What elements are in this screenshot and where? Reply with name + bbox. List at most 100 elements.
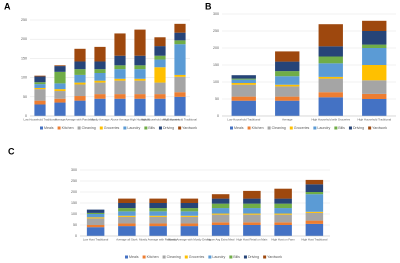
bar-segment — [274, 188, 292, 199]
bar-segment — [94, 46, 106, 62]
bar-segment — [94, 72, 106, 81]
legend-swatch — [162, 255, 166, 259]
legend-label: Cleaning — [82, 126, 96, 130]
bar-segment — [134, 55, 146, 66]
bar-segment — [274, 222, 292, 225]
bar-segment — [180, 203, 199, 209]
x-tick-label: High Household with Groceries — [311, 118, 350, 122]
bar-segment — [231, 83, 256, 85]
legend-swatch — [313, 126, 317, 130]
legend-label: Groceries — [294, 126, 310, 130]
bar-segment — [34, 100, 46, 105]
bar-segment — [54, 98, 66, 103]
bar-segment — [243, 213, 261, 215]
x-tick-label: Average with Pandemic — [65, 118, 95, 122]
bar-segment — [86, 209, 105, 213]
y-tick-label: 200 — [71, 190, 77, 194]
bar-segment — [34, 82, 46, 85]
legend-label: Bills — [233, 255, 240, 259]
bar-segment — [118, 198, 136, 203]
x-tick-label: Average all Stork — [116, 238, 138, 242]
bar-segment — [114, 94, 126, 99]
bar-segment — [275, 86, 300, 97]
x-tick-label: Low Host Traditional — [83, 238, 109, 242]
bar-segment — [54, 83, 66, 90]
legend-label: Kitchen — [252, 126, 264, 130]
bar-segment — [275, 96, 300, 101]
bar-segment — [274, 225, 292, 236]
legend-swatch — [57, 126, 61, 130]
bar-segment — [211, 225, 230, 236]
bar-segment — [318, 63, 343, 77]
legend-swatch — [267, 126, 271, 130]
bar-segment — [34, 87, 46, 90]
bar-segment — [74, 100, 86, 116]
bar-segment — [134, 65, 146, 70]
y-tick-label: 150 — [213, 63, 219, 67]
bar-segment — [118, 226, 136, 236]
bar-segment — [94, 80, 106, 83]
y-tick-label: 100 — [213, 80, 219, 84]
legend-label: Cleaning — [167, 255, 181, 259]
bar-segment — [180, 215, 199, 217]
panel-label: C — [8, 146, 15, 156]
bar-segment — [318, 24, 343, 47]
legend-label: Yardwork — [372, 126, 387, 130]
bar-segment — [154, 59, 166, 68]
bar-segment — [54, 66, 66, 72]
y-tick-label: 0 — [25, 114, 27, 118]
legend-label: Meals — [44, 126, 54, 130]
x-tick-label: Mostly Average with Mostly Driving — [168, 238, 212, 242]
bar-segment — [275, 100, 300, 116]
bar-segment — [231, 100, 256, 116]
bar-segment — [174, 76, 186, 93]
bar-segment — [114, 69, 126, 79]
bar-segment — [305, 212, 324, 221]
bar-segment — [114, 65, 126, 70]
legend-label: Yardwork — [182, 126, 197, 130]
bar-segment — [243, 225, 261, 236]
bar-segment — [86, 214, 105, 218]
legend-swatch — [230, 126, 233, 130]
bar-segment — [149, 211, 167, 216]
bar-segment — [362, 20, 387, 31]
bar-segment — [74, 61, 86, 70]
legend-label: Laundry — [127, 126, 140, 130]
y-tick-label: 250 — [213, 29, 219, 33]
bar-segment — [362, 44, 387, 48]
bar-segment — [54, 102, 66, 116]
legend-swatch — [144, 126, 148, 130]
bar-segment — [318, 97, 343, 116]
legend-swatch — [289, 126, 293, 130]
y-tick-label: 50 — [73, 223, 77, 227]
bar-segment — [211, 213, 230, 215]
bar-segment — [154, 94, 166, 99]
bar-segment — [54, 91, 66, 99]
bar-segment — [243, 214, 261, 223]
legend-swatch — [229, 255, 233, 259]
bar-segment — [305, 192, 324, 195]
bar-segment — [243, 208, 261, 214]
bar-segment — [94, 94, 106, 99]
bar-segment — [362, 93, 387, 99]
legend-swatch — [142, 255, 146, 259]
x-tick-label: Average — [55, 118, 66, 122]
legend-swatch — [348, 126, 352, 130]
bar-segment — [94, 61, 106, 70]
y-tick-label: 100 — [21, 76, 27, 80]
bar-segment — [318, 78, 343, 93]
legend-swatch — [247, 126, 251, 130]
bar-segment — [54, 89, 66, 92]
bar-segment — [34, 89, 46, 101]
bar-segment — [34, 84, 46, 88]
panel-label: A — [4, 1, 11, 11]
bar-segment — [305, 179, 324, 185]
x-tick-label: Mostly Average — [90, 118, 110, 122]
bar-segment — [362, 80, 387, 94]
bar-segment — [86, 212, 105, 214]
legend-label: Driving — [248, 255, 259, 259]
bar-segment — [231, 84, 256, 97]
y-tick-label: 150 — [21, 56, 27, 60]
bar-segment — [94, 82, 106, 95]
